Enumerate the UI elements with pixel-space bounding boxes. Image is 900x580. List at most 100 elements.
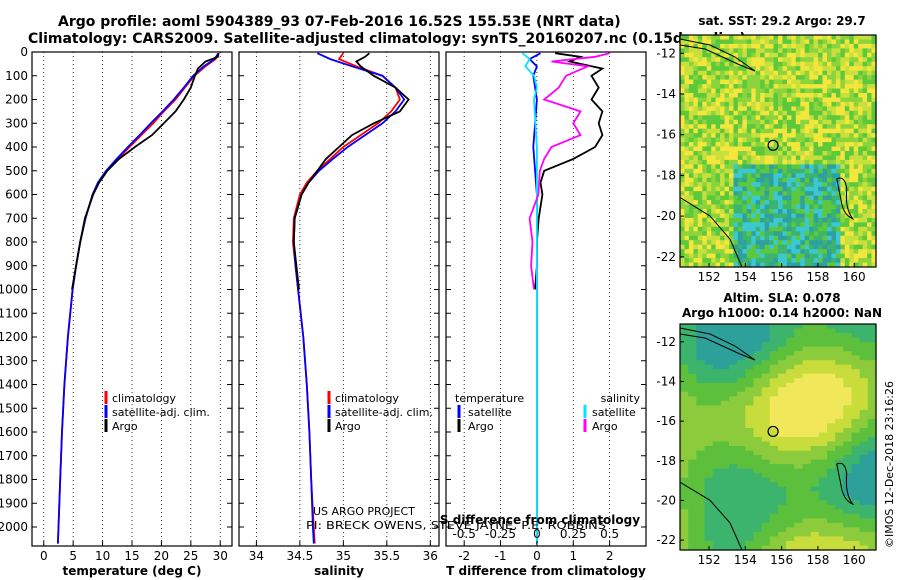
map-cell [737, 396, 746, 402]
map-cell [724, 204, 730, 210]
map-cell [746, 151, 752, 157]
map-cell [755, 84, 761, 90]
map-cell [840, 209, 846, 215]
map-cell [810, 337, 820, 343]
map-cell [813, 155, 819, 161]
map-cell [715, 191, 721, 197]
map-cell [706, 204, 712, 210]
map-cell [764, 88, 770, 94]
map-cell [755, 200, 761, 206]
map-cell [706, 101, 712, 107]
map-cell [791, 93, 797, 99]
map-cell [853, 84, 859, 90]
map-cell [753, 396, 763, 402]
lat-tick-label: -22 [656, 533, 676, 547]
map-cell [840, 164, 846, 170]
map-cell [693, 101, 699, 107]
map-cell [769, 195, 775, 201]
map-cell [835, 155, 841, 161]
map-cell [859, 441, 869, 447]
map-cell [720, 182, 726, 188]
map-cell [761, 369, 771, 375]
map-cell [786, 355, 795, 361]
map-cell [764, 235, 770, 241]
map-cell [844, 35, 850, 41]
map-cell [729, 369, 738, 375]
map-cell [778, 373, 787, 379]
map-cell [849, 231, 855, 237]
map-cell [760, 84, 766, 90]
map-cell [724, 159, 730, 165]
map-cell [851, 527, 861, 533]
map-cell [693, 253, 699, 259]
lat-tick-label: -22 [656, 250, 676, 264]
map-cell [859, 355, 869, 361]
map-cell [769, 101, 775, 107]
map-cell [751, 137, 757, 143]
map-cell [688, 226, 694, 232]
map-cell [795, 128, 801, 134]
map-cell [724, 195, 730, 201]
map-cell [680, 151, 686, 157]
map-cell [724, 48, 730, 54]
map-cell [704, 504, 714, 510]
map-cell [704, 486, 714, 492]
map-cell [867, 491, 877, 497]
map-cell [835, 342, 844, 348]
map-cell [697, 209, 703, 215]
map-cell [827, 97, 833, 103]
map-cell [729, 97, 735, 103]
map-cell [720, 106, 726, 112]
map-cell [737, 209, 743, 215]
map-cell [822, 209, 828, 215]
map-cell [753, 333, 763, 339]
map-cell [764, 240, 770, 246]
map-cell [813, 110, 819, 116]
map-cell [786, 495, 795, 501]
map-cell [742, 124, 748, 130]
map-cell [704, 491, 714, 497]
map-cell [795, 97, 801, 103]
map-cell [849, 168, 855, 174]
map-cell [712, 509, 722, 515]
map-cell [802, 477, 812, 483]
map-cell [853, 249, 859, 255]
map-cell [745, 441, 755, 447]
map-cell [712, 500, 722, 506]
map-cell [724, 79, 730, 85]
map-cell [835, 541, 844, 547]
map-cell [760, 101, 766, 107]
map-cell [680, 133, 686, 139]
map-cell [809, 52, 815, 58]
map-cell [680, 101, 686, 107]
map-cell [786, 409, 795, 415]
map-cell [720, 97, 726, 103]
map-cell [818, 128, 824, 134]
map-cell [760, 209, 766, 215]
map-cell [804, 93, 810, 99]
map-cell [786, 387, 795, 393]
map-cell [835, 409, 844, 415]
map-cell [733, 258, 739, 264]
map-cell [851, 522, 861, 528]
map-cell [840, 61, 846, 67]
map-cell [809, 97, 815, 103]
map-cell [688, 360, 697, 366]
map-cell [761, 486, 771, 492]
map-cell [680, 84, 686, 90]
map-cell [684, 66, 690, 72]
map-cell [769, 491, 779, 497]
map-cell [849, 39, 855, 45]
map-cell [867, 106, 873, 112]
map-cell [843, 531, 853, 537]
map-cell [693, 262, 699, 268]
map-cell [711, 133, 717, 139]
map-cell [849, 66, 855, 72]
map-cell [851, 491, 861, 497]
map-cell [680, 97, 686, 103]
map-cell [688, 446, 697, 452]
map-cell [764, 84, 770, 90]
map-cell [693, 93, 699, 99]
map-cell [720, 209, 726, 215]
map-cell [867, 93, 873, 99]
